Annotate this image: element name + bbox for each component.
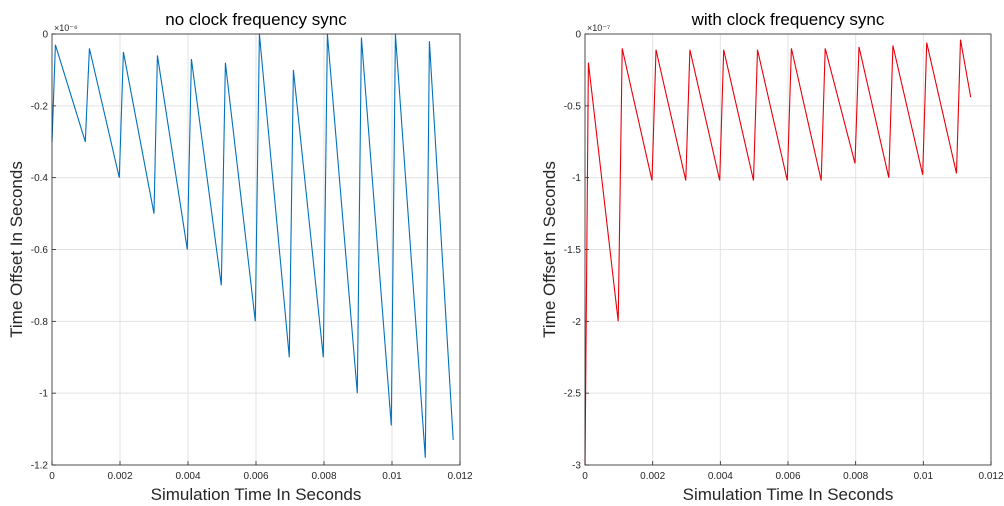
- series-line-with-sync: [584, 39, 972, 466]
- x-axis-label-right: Simulation Time In Seconds: [683, 485, 894, 504]
- x-tick-label: 0.002: [107, 471, 132, 482]
- chart-title-left: no clock frequency sync: [165, 10, 347, 29]
- y-tick-label: -0.5: [564, 101, 582, 112]
- y-tick-label: -1: [572, 173, 581, 184]
- ticks-right: 0 0.002 0.004 0.006 0.008 0.01 0.012 0 -0.5 -1 -1.…: [564, 30, 1004, 483]
- x-tick-label: 0: [49, 471, 55, 482]
- chart-title-right: with clock frequency sync: [691, 10, 885, 29]
- x-tick-label: 0.012: [978, 471, 1003, 482]
- x-tick-label: 0.006: [775, 471, 800, 482]
- axes-box-right: [584, 33, 992, 466]
- y-tick-label: -0.2: [31, 101, 49, 112]
- grid-lines-right: [584, 33, 992, 466]
- axes-box-left: [51, 33, 461, 466]
- chart-with-clock-sync: 0 0.002 0.004 0.006 0.008 0.01 0.012 0 -0.5 -1 -1.…: [540, 10, 1004, 504]
- y-tick-label: -1: [39, 389, 48, 400]
- x-tick-label: 0.006: [243, 471, 268, 482]
- y-tick-label: -3: [572, 461, 581, 472]
- series-line-no-sync: [51, 33, 454, 458]
- ticks-left: 0 0.002 0.004 0.006 0.008 0.01 0.012 0 -0.2 -0.4 -…: [31, 30, 473, 483]
- y-axis-label-left: Time Offset In Seconds: [7, 161, 26, 338]
- y-exponent-label-right: ×10⁻⁷: [587, 23, 610, 33]
- x-tick-label: 0.012: [447, 471, 472, 482]
- x-tick-label: 0.008: [311, 471, 336, 482]
- x-tick-label: 0.008: [843, 471, 868, 482]
- x-tick-label: 0.004: [708, 471, 733, 482]
- y-tick-label: -2: [572, 317, 581, 328]
- x-tick-label: 0.01: [382, 471, 402, 482]
- y-tick-label: -0.6: [31, 245, 49, 256]
- chart-no-clock-sync: 0 0.002 0.004 0.006 0.008 0.01 0.012 0 -0.2 -0.4 -…: [7, 10, 473, 504]
- x-tick-label: 0.002: [640, 471, 665, 482]
- y-exponent-label-left: ×10⁻⁶: [54, 23, 78, 33]
- x-tick-label: 0: [582, 471, 588, 482]
- y-tick-label: -1.2: [31, 461, 49, 472]
- x-tick-label: 0.004: [175, 471, 200, 482]
- y-axis-label-right: Time Offset In Seconds: [540, 161, 559, 338]
- y-tick-label: 0: [575, 30, 581, 41]
- y-tick-label: -2.5: [564, 389, 582, 400]
- x-axis-label-left: Simulation Time In Seconds: [151, 485, 362, 504]
- y-tick-label: -0.4: [31, 173, 49, 184]
- y-tick-label: -1.5: [564, 245, 582, 256]
- x-tick-label: 0.01: [914, 471, 934, 482]
- y-tick-label: 0: [42, 30, 48, 41]
- y-tick-label: -0.8: [31, 317, 49, 328]
